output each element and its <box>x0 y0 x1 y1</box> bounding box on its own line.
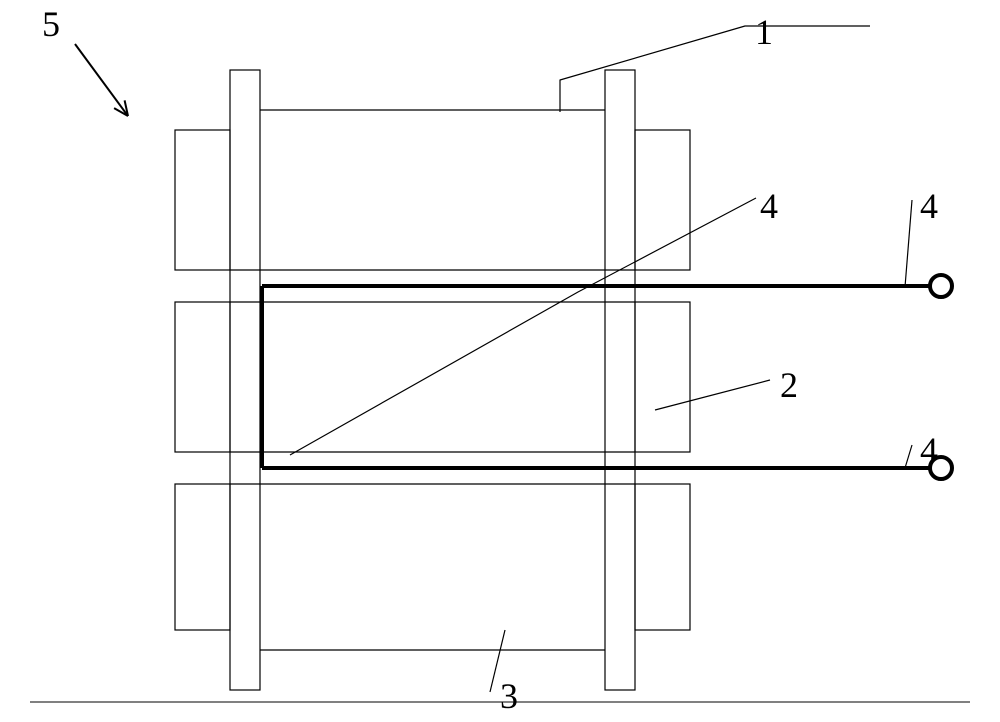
label-1: 1 <box>755 14 773 50</box>
diagram-canvas: 1 2 3 4 4 4 5 <box>0 0 1000 722</box>
diagram-svg <box>0 0 1000 722</box>
label-3: 3 <box>500 678 518 714</box>
label-5: 5 <box>42 6 60 42</box>
label-4a: 4 <box>760 188 778 224</box>
label-4b: 4 <box>920 188 938 224</box>
label-4c: 4 <box>920 432 938 468</box>
label-2: 2 <box>780 367 798 403</box>
